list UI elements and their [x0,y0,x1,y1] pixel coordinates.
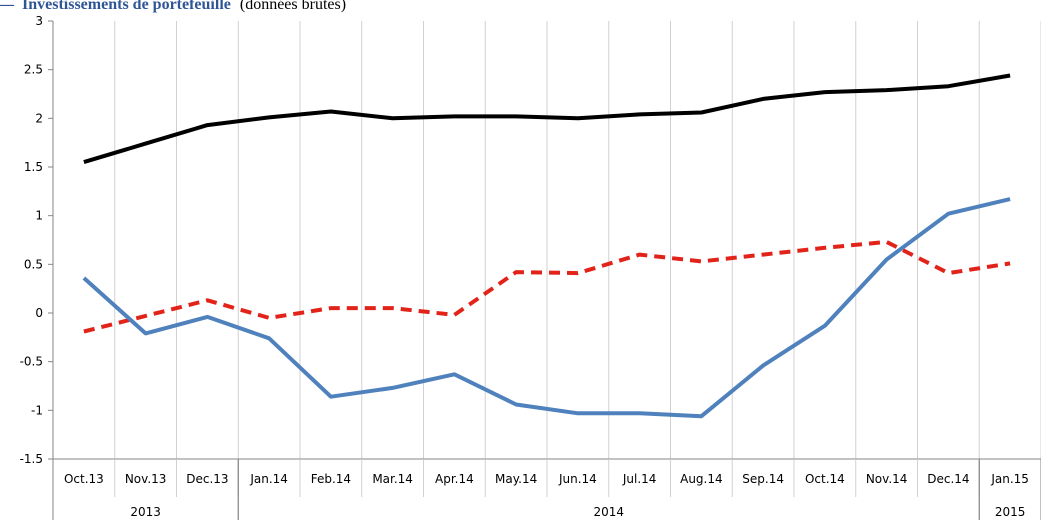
series-lines [82,73,1011,419]
x-tick-label: Dec.14 [927,472,969,486]
x-tick-label: Mar.14 [372,472,413,486]
x-tick-label: Dec.13 [186,472,228,486]
y-tick-label: 0.5 [24,257,43,271]
axes [48,20,1041,520]
x-tick-label: Nov.14 [866,472,908,486]
x-tick-label: Feb.14 [311,472,351,486]
legend-title: Investissements de portefeuille [22,0,231,13]
x-tick-label: Oct.14 [805,472,845,486]
y-tick-label: 3 [35,14,43,28]
y-tick-label: -1 [31,403,43,417]
x-tick-label: Jan.14 [249,472,288,486]
y-tick-label: 1 [35,209,43,223]
series-line-2 [83,239,1011,334]
year-label: 2015 [995,505,1026,519]
y-tick-label: 1.5 [24,160,43,174]
x-tick-labels: Oct.13 Nov.13 Dec.13 Jan.14 Feb.14 Mar.14 Apr.… [64,472,1029,486]
x-tick-label: Oct.13 [64,472,104,486]
y-tick-label: 0 [35,306,43,320]
grid [52,21,1041,459]
y-tick-label: 2.5 [24,63,43,77]
y-tick-labels: -1.5 -1 -0.5 0 0.5 1 1.5 2 2.5 3 [20,14,43,466]
x-tick-label: Aug.14 [680,472,723,486]
x-tick-label: Apr.14 [435,472,474,486]
y-tick-label: -1.5 [20,452,43,466]
year-label: 2014 [593,505,624,519]
year-labels: 2013 2014 2015 [130,505,1025,519]
x-tick-label: Jan.15 [990,472,1029,486]
x-tick-label: Jul.14 [622,472,657,486]
y-tick-label: -0.5 [20,355,43,369]
year-label: 2013 [130,505,161,519]
legend-subtitle: (données brutes) [240,0,346,13]
x-tick-label: Nov.13 [125,472,167,486]
legend-dash: — [0,0,15,13]
x-tick-label: Sep.14 [742,472,784,486]
x-tick-label: May.14 [495,472,537,486]
series-line-1 [83,73,1011,165]
x-tick-label: Jun.14 [558,472,597,486]
y-tick-label: 2 [35,111,43,125]
series-line-3 [82,197,1011,419]
legend-label: — Investissements de portefeuille (donné… [0,0,346,13]
